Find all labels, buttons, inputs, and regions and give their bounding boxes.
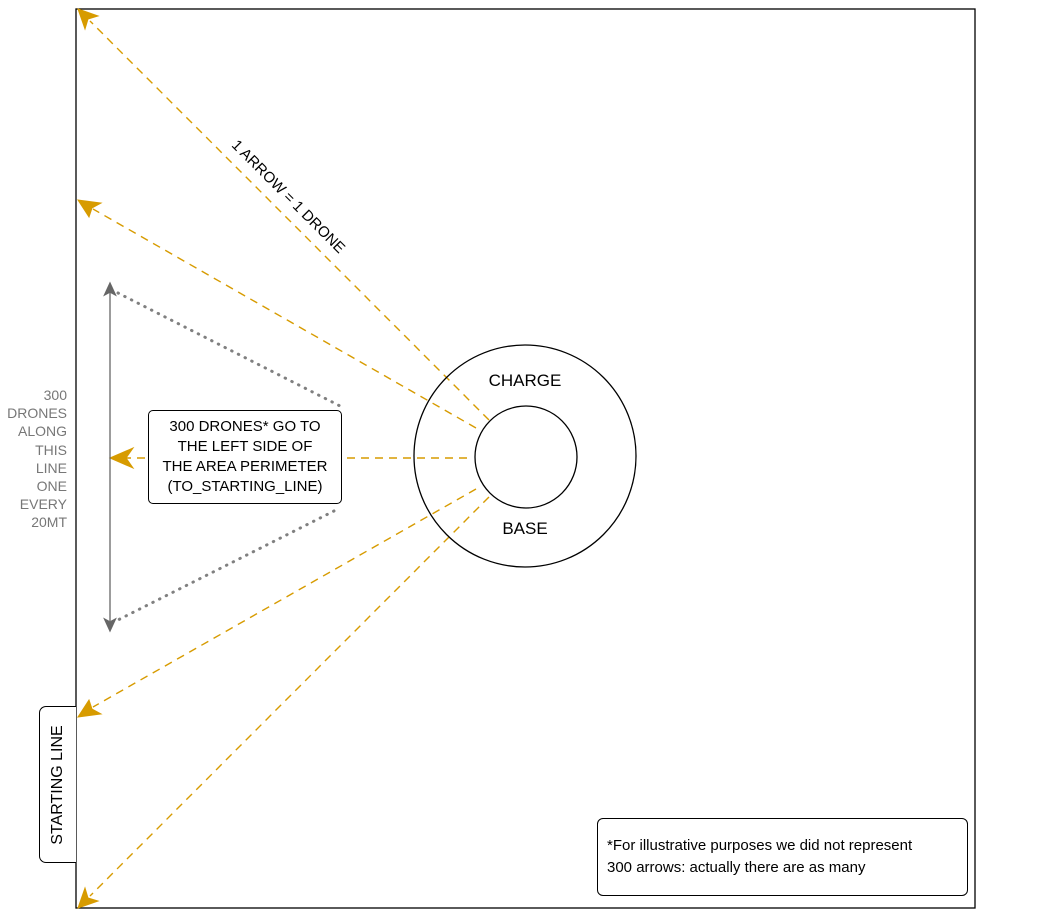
callout-line: THE LEFT SIDE OF: [177, 438, 313, 455]
charge-label: CHARGE: [489, 371, 562, 390]
callout-line: (TO_STARTING_LINE): [167, 478, 323, 495]
callout-line: THE AREA PERIMETER: [162, 458, 328, 475]
starting-line-label: STARTING LINE: [49, 724, 66, 845]
arrowhead-lower-icon: [76, 698, 103, 718]
side-note: 300 DRONES ALONG THIS LINE ONE EVERY 20M…: [0, 386, 67, 532]
dotted-guide-top: [116, 291, 344, 409]
charge-circle: [413, 344, 637, 568]
dotted-guide-bottom: [116, 509, 336, 622]
side-note-line: THIS: [35, 441, 67, 458]
footnote-box: *For illustrative purposes we did not re…: [597, 818, 968, 896]
arrowhead-top-icon: [77, 8, 100, 31]
drone-arrow-top: [89, 20, 490, 421]
side-note-line: ALONG: [17, 423, 67, 440]
drone-arrow-bottom: [89, 496, 490, 897]
side-note-line: 300: [43, 387, 67, 403]
side-note-line: 20MT: [31, 514, 67, 531]
base-circle: [474, 405, 578, 509]
side-note-line: LINE: [35, 459, 67, 476]
drone-arrow-lower: [92, 488, 477, 708]
measure-arrow-up-icon: [103, 281, 117, 297]
arrowhead-upper-icon: [76, 199, 103, 219]
measure-line: [103, 281, 117, 633]
dotted-guides: [116, 291, 344, 622]
side-note-line: EVERY: [19, 496, 67, 513]
side-note-line: ONE: [36, 478, 67, 495]
side-note-line: DRONES: [7, 405, 67, 422]
arrowhead-middle-icon: [108, 446, 135, 470]
drones-callout: 300 DRONES* GO TO THE LEFT SIDE OF THE A…: [148, 410, 342, 504]
base-label: BASE: [502, 519, 547, 538]
footnote-line: *For illustrative purposes we did not re…: [607, 837, 913, 854]
drone-arrow-upper: [92, 208, 477, 429]
starting-line-tab: STARTING LINE: [39, 706, 76, 863]
measure-arrow-down-icon: [103, 617, 117, 633]
footnote-line: 300 arrows: actually there are as many: [607, 859, 866, 876]
arrowhead-bottom-icon: [77, 886, 100, 909]
callout-line: 300 DRONES* GO TO: [169, 418, 321, 435]
drone-arrowheads: [76, 8, 135, 909]
